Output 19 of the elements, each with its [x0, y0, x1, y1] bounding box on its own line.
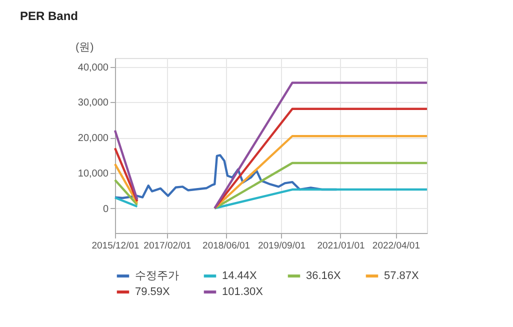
- y-tick-label: 20,000: [78, 133, 109, 144]
- legend-label: 57.87X: [384, 270, 420, 282]
- y-axis-title: (원): [76, 42, 94, 54]
- x-tick-label: 2018/06/01: [202, 240, 250, 252]
- y-tick-label: 40,000: [78, 62, 109, 74]
- y-tick-label: 10,000: [78, 168, 109, 180]
- x-tick-label: 2017/02/01: [144, 240, 192, 252]
- chart-title: PER Band: [20, 9, 78, 23]
- x-tick-label: 2015/12/01: [92, 240, 140, 252]
- legend-label: 36.16X: [306, 270, 342, 282]
- legend-label: 수정주가: [135, 270, 179, 282]
- x-tick-label: 2021/01/01: [317, 240, 365, 252]
- y-tick-label: 0: [102, 204, 109, 215]
- x-tick-label: 2019/09/01: [258, 240, 306, 252]
- x-tick-label: 2022/04/01: [372, 240, 420, 252]
- legend-label: 101.30X: [222, 286, 264, 298]
- legend-label: 14.44X: [222, 270, 258, 282]
- legend-label: 79.59X: [135, 286, 171, 298]
- y-tick-label: 30,000: [78, 98, 109, 109]
